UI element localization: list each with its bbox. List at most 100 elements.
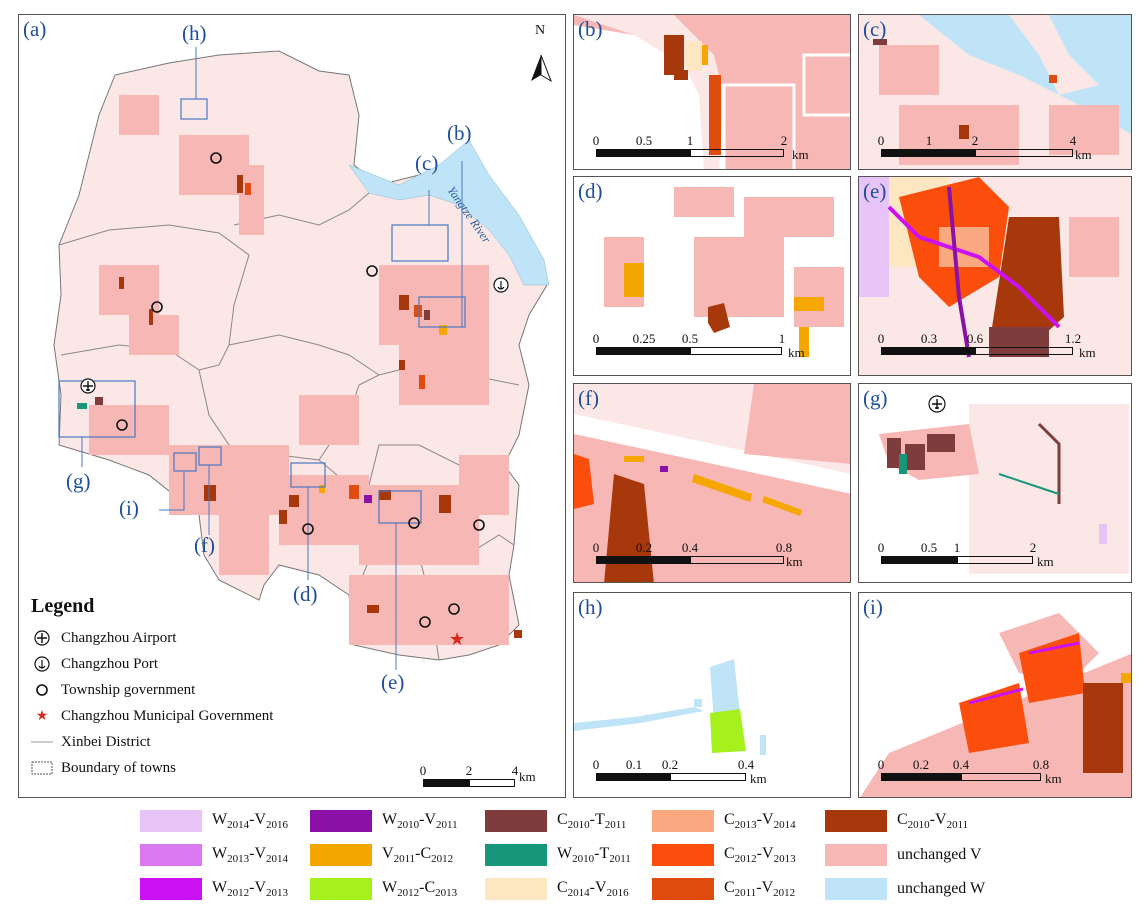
panel-h-inset[interactable]: (h) 0 0.1 0.2 0.4 km	[573, 592, 851, 798]
panel-label: (g)	[863, 386, 888, 410]
legend-item-district: Xinbei District	[31, 733, 151, 751]
zoom-box-f	[198, 446, 222, 466]
class-swatch	[310, 810, 372, 832]
class-legend-item: C2012-V2013	[652, 844, 796, 866]
callout-i: (i)	[119, 496, 139, 520]
class-label: W2012-V2013	[212, 878, 288, 900]
district-line-icon	[31, 733, 53, 751]
class-swatch	[310, 878, 372, 900]
north-label: N	[535, 23, 546, 38]
class-label: W2013-V2014	[212, 844, 288, 866]
township-markers	[116, 152, 485, 628]
class-label: W2010-T2011	[557, 844, 631, 866]
zoom-box-e	[378, 490, 422, 524]
class-legend: W2014-V2016 W2013-V2014 W2012-V2013 W2010-V…	[140, 808, 1020, 908]
class-legend-item: W2014-V2016	[140, 810, 288, 832]
legend-item-township: Township government	[31, 681, 195, 699]
class-swatch	[652, 878, 714, 900]
class-swatch	[485, 878, 547, 900]
panel-label: (d)	[578, 179, 603, 203]
class-label: C2014-V2016	[557, 878, 629, 900]
inset-map-g	[859, 384, 1131, 582]
airport-marker	[80, 378, 96, 394]
legend-title: Legend	[31, 595, 95, 617]
panel-label: (i)	[863, 595, 883, 619]
panel-label: (f)	[578, 386, 599, 410]
panel-i-inset[interactable]: (i) 0 0.2 0.4 0.8 km	[858, 592, 1132, 798]
airport-marker	[928, 395, 946, 413]
class-legend-item: C2011-V2012	[652, 878, 795, 900]
callout-c: (c)	[415, 151, 439, 175]
inset-map-h	[574, 659, 766, 755]
callout-b: (b)	[447, 121, 472, 145]
class-legend-item: C2014-V2016	[485, 878, 629, 900]
class-swatch	[652, 810, 714, 832]
inset-map-e	[859, 177, 1131, 375]
port-anchor-icon	[31, 655, 53, 673]
class-legend-item: W2010-V2011	[310, 810, 458, 832]
inset-map-c	[859, 15, 1131, 169]
inset-map-i	[860, 613, 1131, 797]
class-swatch	[825, 844, 887, 866]
class-label: W2010-V2011	[382, 810, 458, 832]
panel-g-inset[interactable]: (g) 0 0.5 1 2 km	[858, 383, 1132, 583]
class-legend-item: W2013-V2014	[140, 844, 288, 866]
class-label: unchanged V	[897, 846, 982, 863]
panel-d-inset[interactable]: (d) 0 0.25 0.5 1 km	[573, 176, 851, 376]
class-swatch	[310, 844, 372, 866]
inset-map-f	[574, 384, 850, 582]
zoom-boxes	[58, 98, 466, 524]
class-label: V2011-C2012	[382, 844, 454, 866]
zoom-box-i	[173, 452, 197, 472]
scale-bar: 0 0.5 1 2 km	[877, 540, 1054, 569]
panel-a-overview-map[interactable]: Yangtze River	[18, 14, 566, 798]
zoom-box-b	[418, 296, 466, 328]
class-legend-item: W2012-C2013	[310, 878, 457, 900]
panel-b-inset[interactable]: (b) 0 0.5 1 2 km	[573, 14, 851, 170]
scale-bar: 0 0.3 0.6 1.2 km	[877, 331, 1096, 360]
class-swatch	[825, 810, 887, 832]
north-arrow-icon	[531, 54, 552, 83]
legend-item-boundary: Boundary of towns	[31, 759, 176, 777]
panel-f-inset[interactable]: (f) 0 0.2 0.4 0.8 km	[573, 383, 851, 583]
class-legend-item: W2012-V2013	[140, 878, 288, 900]
legend-label: Township government	[61, 681, 196, 698]
scale-bar: 0 0.25 0.5 1 km	[592, 331, 805, 360]
xinbei-district-map: Yangtze River	[53, 47, 552, 670]
scale-bar: 0 0.2 0.4 0.8 km	[592, 540, 803, 569]
class-swatch	[485, 810, 547, 832]
legend-label: Changzhou Airport	[61, 629, 177, 646]
class-legend-item: C2010-V2011	[825, 810, 968, 832]
airport-icon	[31, 629, 53, 647]
class-legend-item: unchanged V	[825, 844, 982, 866]
town-boundary-icon	[31, 759, 53, 777]
class-label: unchanged W	[897, 880, 986, 897]
panel-label: (e)	[863, 179, 887, 203]
class-label: W2012-C2013	[382, 878, 458, 900]
callout-h: (h)	[182, 21, 207, 45]
changed-patches	[77, 175, 522, 638]
legend-item-municipal: ★ Changzhou Municipal Government	[31, 707, 274, 725]
legend-label: Boundary of towns	[61, 759, 176, 776]
zoom-box-c	[391, 224, 449, 262]
class-label: C2010-V2011	[897, 810, 969, 832]
yangtze-river	[348, 139, 550, 286]
callout-leader-lines	[81, 47, 463, 670]
class-legend-item: C2010-T2011	[485, 810, 626, 832]
municipal-gov-star: ★	[449, 629, 465, 650]
panel-e-inset[interactable]: (e) 0 0.3 0.6 1.2 km	[858, 176, 1132, 376]
panel-c-inset[interactable]: (c) 0 1 2 4 km	[858, 14, 1132, 170]
class-swatch	[825, 878, 887, 900]
class-legend-item: W2010-T2011	[485, 844, 631, 866]
class-swatch	[140, 810, 202, 832]
panel-label: (a)	[23, 17, 47, 41]
class-swatch	[140, 844, 202, 866]
zoom-box-h	[180, 98, 208, 120]
class-label: C2012-V2013	[724, 844, 796, 866]
legend-label: Xinbei District	[61, 733, 151, 750]
class-label: C2011-V2012	[724, 878, 796, 900]
inset-map-b	[574, 15, 850, 169]
class-legend-item: unchanged W	[825, 878, 985, 900]
callout-d: (d)	[293, 582, 318, 606]
class-legend-item: V2011-C2012	[310, 844, 453, 866]
